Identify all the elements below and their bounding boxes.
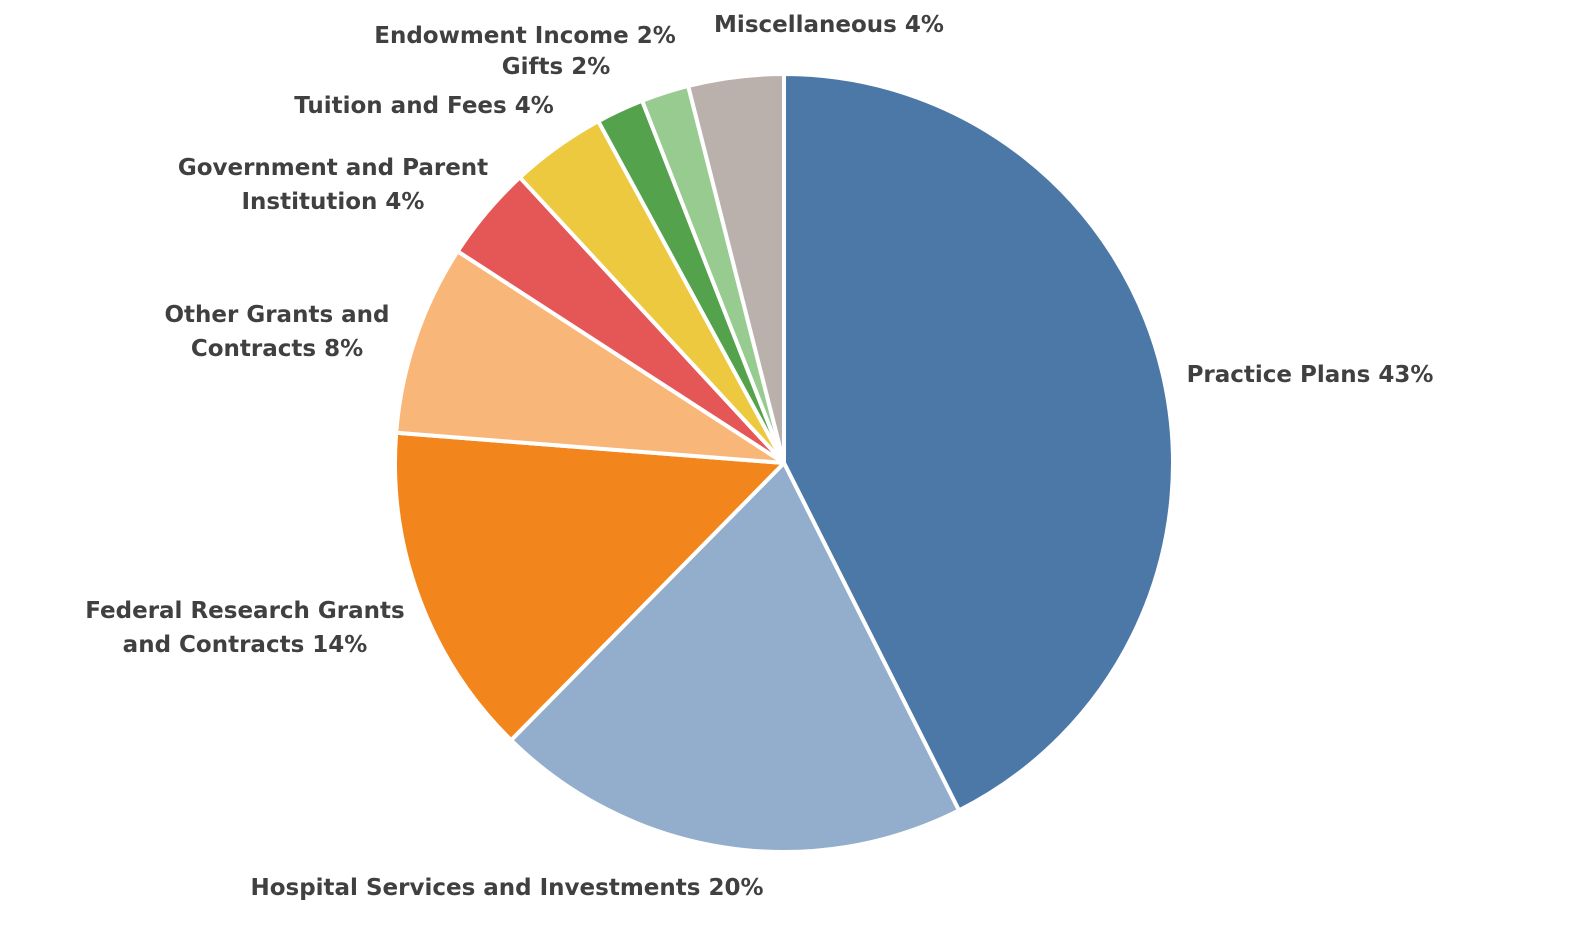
pie-slice-practice-plans xyxy=(782,72,1175,813)
pie-slice-miscellaneous xyxy=(686,72,786,465)
pie-label-practice-plans: Practice Plans 43% xyxy=(1187,362,1434,388)
pie-label-other-grants-and-contracts: Other Grants and Contracts 8% xyxy=(164,302,389,362)
pie-label-line: Federal Research Grants xyxy=(85,598,404,624)
pie-label-line: Miscellaneous 4% xyxy=(714,12,944,38)
pie-label-line: Endowment Income 2% xyxy=(374,23,676,49)
pie-labels: Practice Plans 43% Hospital Services and … xyxy=(85,12,1433,901)
pie-label-line: Institution 4% xyxy=(242,189,425,215)
pie-label-gifts: Gifts 2% xyxy=(502,54,611,80)
pie-slices xyxy=(393,72,1175,854)
pie-label-line: Hospital Services and Investments 20% xyxy=(250,875,763,901)
pie-slice-other-grants-and-contracts xyxy=(394,249,786,465)
pie-label-line: Tuition and Fees 4% xyxy=(294,93,554,119)
pie-label-line: Gifts 2% xyxy=(502,54,611,80)
pie-slice-hospital-services-and-investments xyxy=(509,461,961,854)
pie-label-hospital-services-and-investments: Hospital Services and Investments 20% xyxy=(250,875,763,901)
pie-label-line: Other Grants and xyxy=(164,302,389,328)
pie-label-endowment-income: Endowment Income 2% xyxy=(374,23,676,49)
pie-label-government-and-parent-institution: Government and Parent Institution 4% xyxy=(178,155,488,215)
pie-label-line: Government and Parent xyxy=(178,155,488,181)
pie-label-tuition-and-fees: Tuition and Fees 4% xyxy=(294,93,554,119)
pie-label-line: Contracts 8% xyxy=(191,336,363,362)
pie-label-federal-research-grants-and-contracts: Federal Research Grants and Contracts 14% xyxy=(85,598,404,658)
pie-slice-federal-research-grants-and-contracts xyxy=(393,430,786,743)
pie-label-line: Practice Plans 43% xyxy=(1187,362,1434,388)
pie-label-line: and Contracts 14% xyxy=(123,632,368,658)
pie-label-miscellaneous: Miscellaneous 4% xyxy=(714,12,944,38)
